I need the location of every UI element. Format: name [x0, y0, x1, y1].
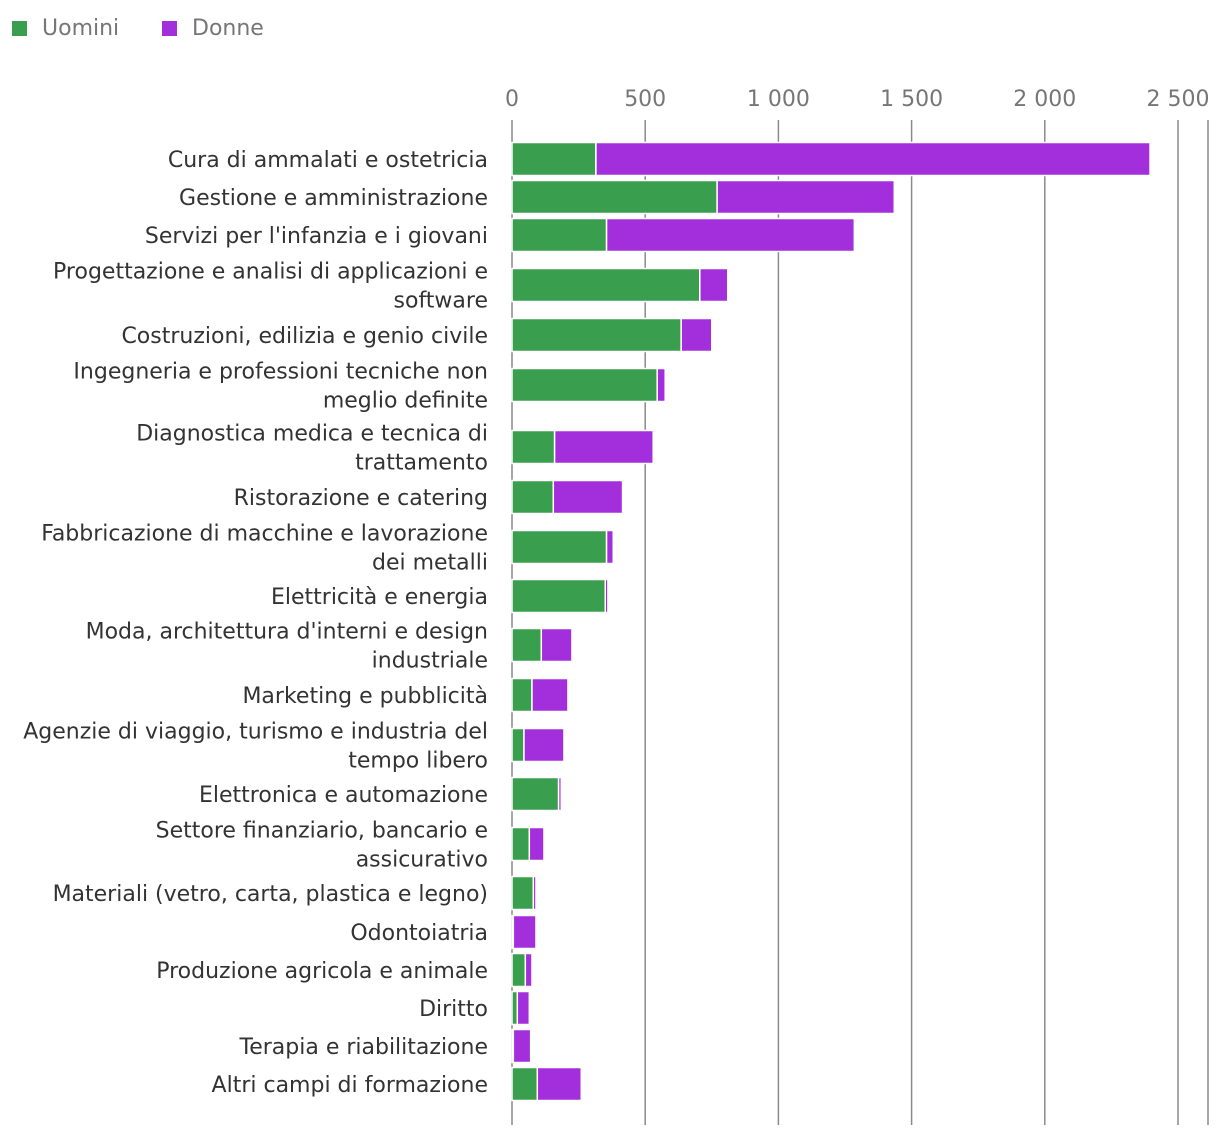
bar-donne-11: [531, 677, 569, 713]
bar-donne-13: [557, 776, 563, 812]
category-label-9: Elettricità e energia: [271, 585, 488, 610]
bar-uomini-8: [511, 529, 608, 565]
x-tick-label-0: 0: [505, 87, 519, 112]
bar-uomini-13: [511, 776, 560, 812]
category-label-8-line-0: Fabbricazione di macchine e lavorazione: [41, 522, 488, 547]
legend: Uomini Donne: [12, 16, 264, 41]
category-label-5-line-0: Ingegneria e professioni tecniche non: [73, 360, 488, 385]
bar-donne-16: [512, 914, 537, 950]
bar-donne-6: [553, 429, 654, 465]
category-label-10-line-1: industriale: [372, 649, 488, 674]
bar-donne-7: [552, 479, 624, 515]
legend-swatch-1: [162, 21, 177, 36]
bar-uomini-0: [511, 141, 597, 177]
category-label-16: Odontoiatria: [350, 921, 488, 946]
bar-uomini-10: [511, 627, 543, 663]
bar-uomini-15: [511, 875, 535, 911]
category-label-7: Ristorazione e catering: [234, 486, 488, 511]
category-label-13: Elettronica e automazione: [199, 783, 488, 808]
x-axis-ticks: 0 500 1 000 1 500 2 000 2 500: [505, 87, 1209, 112]
category-label-11: Marketing e pubblicità: [242, 684, 488, 709]
bar-donne-17: [524, 952, 533, 988]
category-label-14-line-0: Settore finanziario, bancario e: [156, 819, 488, 844]
bar-uomini-5: [511, 367, 658, 403]
bar-donne-20: [536, 1066, 583, 1102]
category-label-19: Terapia e riabilitazione: [239, 1035, 489, 1060]
legend-label-1: Donne: [192, 16, 264, 41]
x-tick-label-4: 2 000: [1013, 87, 1076, 112]
bar-donne-5: [656, 367, 666, 403]
bar-uomini-3: [511, 267, 701, 303]
category-label-10-line-0: Moda, architettura d'interni e design: [86, 620, 488, 645]
legend-label-0: Uomini: [42, 16, 119, 41]
category-label-2: Servizi per l'infanzia e i giovani: [145, 224, 488, 249]
bar-uomini-2: [511, 217, 608, 253]
category-label-3-line-1: software: [394, 289, 488, 314]
bar-donne-8: [605, 529, 614, 565]
bar-uomini-6: [511, 429, 556, 465]
bar-uomini-11: [511, 677, 533, 713]
bar-uomini-7: [511, 479, 555, 515]
category-labels: Cura di ammalati e ostetricia Gestione e …: [23, 148, 488, 1098]
bar-uomini-1: [511, 179, 718, 215]
category-label-18: Diritto: [419, 997, 488, 1022]
category-label-12-line-0: Agenzie di viaggio, turismo e industria …: [23, 720, 488, 745]
category-label-6-line-0: Diagnostica medica e tecnica di: [136, 422, 488, 447]
bar-uomini-18: [511, 990, 519, 1026]
category-label-12-line-1: tempo libero: [348, 749, 488, 774]
bar-donne-3: [699, 267, 729, 303]
x-tick-label-5: 2 500: [1147, 87, 1210, 112]
category-label-6-line-1: trattamento: [355, 451, 488, 476]
bar-uomini-17: [511, 952, 527, 988]
bar-donne-1: [716, 179, 896, 215]
category-label-3-line-0: Progettazione e analisi di applicazioni …: [53, 260, 488, 285]
bar-uomini-9: [511, 578, 606, 614]
legend-swatch-0: [12, 21, 27, 36]
category-label-17: Produzione agricola e animale: [156, 959, 488, 984]
bar-donne-0: [595, 141, 1151, 177]
bar-uomini-4: [511, 317, 682, 353]
category-label-14-line-1: assicurativo: [356, 848, 488, 873]
category-label-1: Gestione e amministrazione: [179, 186, 488, 211]
bar-donne-2: [605, 217, 856, 253]
bar-donne-12: [523, 727, 565, 763]
bar-donne-9: [604, 578, 609, 614]
category-label-8-line-1: dei metalli: [372, 551, 488, 576]
bar-uomini-20: [511, 1066, 539, 1102]
category-label-20: Altri campi di formazione: [212, 1073, 488, 1098]
bar-donne-18: [516, 990, 531, 1026]
category-label-0: Cura di ammalati e ostetricia: [168, 148, 488, 173]
bar-donne-19: [512, 1028, 532, 1064]
bar-donne-14: [528, 826, 545, 862]
category-label-5-line-1: meglio definite: [323, 389, 488, 414]
category-label-15: Materiali (vetro, carta, plastica e legn…: [53, 882, 488, 907]
bar-donne-4: [680, 317, 713, 353]
bar-uomini-14: [511, 826, 531, 862]
bar-donne-15: [532, 875, 537, 911]
x-tick-label-3: 1 500: [880, 87, 943, 112]
x-tick-label-2: 1 000: [747, 87, 810, 112]
x-tick-label-1: 500: [624, 87, 666, 112]
bars: [511, 141, 1151, 1102]
bar-donne-10: [540, 627, 573, 663]
category-label-4: Costruzioni, edilizia e genio civile: [121, 324, 488, 349]
bar-uomini-12: [511, 727, 525, 763]
